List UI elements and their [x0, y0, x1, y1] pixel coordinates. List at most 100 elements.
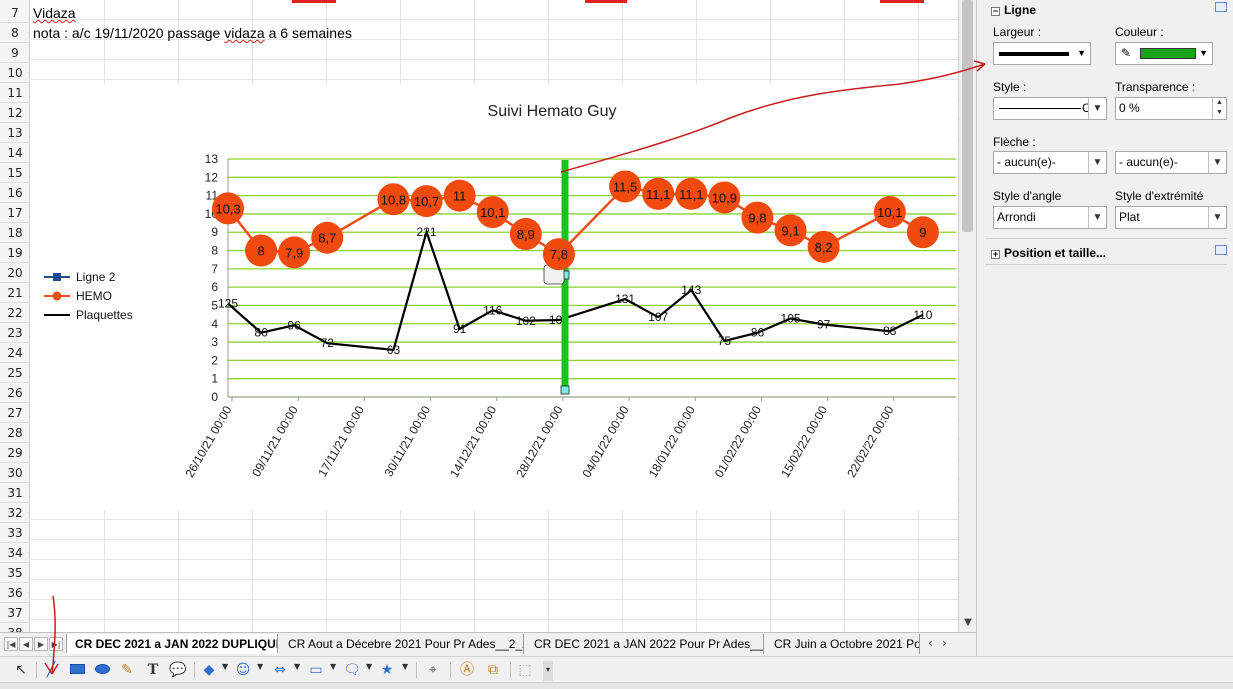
sheet-tab[interactable]: CR Juin a Octobre 2021 Pou: [766, 634, 920, 654]
hemo-data-label: 10,9: [712, 190, 737, 205]
plaquettes-data-label: 221: [417, 225, 437, 239]
fontwork-icon[interactable]: Ⓐ: [460, 662, 474, 678]
cell-a8[interactable]: nota : a/c 19/11/2020 passage vidaza a 6…: [33, 25, 352, 41]
more-options-icon[interactable]: [1215, 2, 1227, 12]
chevron-down-icon[interactable]: ▼: [257, 662, 264, 671]
callout-tool-icon[interactable]: 💬: [169, 662, 187, 678]
tab-scroll-right-icon[interactable]: ›: [942, 636, 947, 650]
row-header[interactable]: 36: [0, 583, 30, 603]
hemo-data-label: 10,1: [480, 205, 505, 220]
fleche-left-dropdown[interactable]: - aucun(e)- ▼: [993, 151, 1107, 174]
chevron-down-icon[interactable]: ▼: [222, 662, 229, 671]
rectangle-tool-icon[interactable]: [68, 661, 86, 679]
stars-icon[interactable]: ★: [380, 662, 394, 678]
next-sheet-button[interactable]: ▶: [34, 637, 48, 651]
row-header[interactable]: 15: [0, 163, 30, 183]
text-tool-icon[interactable]: T: [147, 662, 159, 678]
hemo-point: [807, 230, 840, 263]
hemo-data-label: 8,7: [318, 231, 336, 246]
row-header[interactable]: 24: [0, 343, 30, 363]
select-arrow-icon[interactable]: ↖: [15, 662, 27, 678]
insert-image-icon[interactable]: ⧉: [488, 662, 498, 678]
vertical-scrollbar[interactable]: ▼: [958, 0, 976, 632]
row-header[interactable]: 9: [0, 43, 30, 63]
chevron-down-icon[interactable]: ▼: [402, 662, 409, 671]
scrollbar-thumb[interactable]: [962, 0, 973, 232]
row-header[interactable]: 10: [0, 63, 30, 83]
spreadsheet-area[interactable]: 7 8 9 10 11 12 13 14 15 16 17 18 19 20 21 22 23 24 25 26 27 2…: [0, 0, 958, 632]
chevron-down-icon[interactable]: ▼: [366, 662, 373, 671]
fleche-right-dropdown[interactable]: - aucun(e)- ▼: [1115, 151, 1227, 174]
row-header[interactable]: 12: [0, 103, 30, 123]
hemo-data-label: 8: [257, 244, 264, 259]
toolbar-overflow-icon[interactable]: ▾: [543, 661, 553, 681]
sheet-tab[interactable]: CR Aout a Décebre 2021 Pour Pr Ades__2_2: [280, 634, 524, 654]
row-header[interactable]: 8: [0, 23, 30, 43]
cell-a7[interactable]: Vidaza: [33, 5, 76, 21]
row-header[interactable]: 22: [0, 303, 30, 323]
callouts-icon[interactable]: 🗨: [343, 662, 361, 678]
style-angle-dropdown[interactable]: Arrondi ▼: [993, 206, 1107, 229]
row-header[interactable]: 18: [0, 223, 30, 243]
row-header[interactable]: 19: [0, 243, 30, 263]
row-header[interactable]: 23: [0, 323, 30, 343]
row-header[interactable]: 30: [0, 463, 30, 483]
row-header[interactable]: 31: [0, 483, 30, 503]
hemo-data-label: 8,2: [815, 240, 833, 255]
basic-shapes-icon[interactable]: ◆: [203, 662, 215, 678]
row-header[interactable]: 32: [0, 503, 30, 523]
hemo-point: [377, 183, 410, 216]
flowchart-icon[interactable]: ▭: [309, 662, 323, 678]
freeform-tool-icon[interactable]: ✎: [121, 662, 133, 678]
hemato-chart[interactable]: Suivi Hemato Guy 0 1 2 3 4 5 6 7 8 9 10 11 12 13 26/10/…: [31, 84, 957, 510]
style-dropdown[interactable]: C ▼: [993, 97, 1107, 120]
symbol-shapes-icon[interactable]: ☺: [235, 662, 251, 678]
chevron-down-icon: ▼: [1088, 98, 1106, 119]
style-extremite-dropdown[interactable]: Plat ▼: [1115, 206, 1227, 229]
block-arrows-icon[interactable]: ⇔: [274, 662, 286, 678]
row-header[interactable]: 29: [0, 443, 30, 463]
line-tool-icon[interactable]: ╱: [46, 662, 56, 678]
chart-svg[interactable]: Suivi Hemato Guy01234567891011121326/10/…: [31, 84, 957, 510]
points-icon[interactable]: ⌖: [429, 662, 437, 678]
y-tick-label: 13: [205, 152, 219, 166]
scroll-down-arrow[interactable]: ▼: [964, 617, 972, 628]
plaquettes-data-label: 86: [751, 326, 765, 340]
sheet-tab[interactable]: CR DEC 2021 a JAN 2022 Pour Pr Ades__2: [526, 634, 764, 654]
chevron-down-icon[interactable]: ▼: [330, 662, 337, 671]
last-sheet-button[interactable]: ▶|: [49, 637, 63, 651]
row-header[interactable]: 14: [0, 143, 30, 163]
row-header[interactable]: 34: [0, 543, 30, 563]
row-header[interactable]: 27: [0, 403, 30, 423]
couleur-dropdown[interactable]: ✎ ▼: [1115, 42, 1213, 65]
row-header[interactable]: 11: [0, 83, 30, 103]
row-header[interactable]: 38: [0, 623, 30, 632]
row-header[interactable]: 7: [0, 3, 30, 23]
position-section-header[interactable]: + Position et taille...: [991, 246, 1107, 260]
ligne-section-header[interactable]: − Ligne: [991, 3, 1036, 17]
ellipse-tool-icon[interactable]: [93, 661, 111, 679]
row-header[interactable]: 17: [0, 203, 30, 223]
row-header[interactable]: 25: [0, 363, 30, 383]
first-sheet-button[interactable]: |◀: [4, 637, 18, 651]
transparence-field[interactable]: 0 % ▲ ▼: [1115, 97, 1227, 120]
sheet-tab-active[interactable]: CR DEC 2021 a JAN 2022 DUPLIQUE: [66, 634, 278, 654]
style-angle-value: Arrondi: [997, 210, 1036, 224]
row-header[interactable]: 35: [0, 563, 30, 583]
row-header[interactable]: 37: [0, 603, 30, 623]
largeur-dropdown[interactable]: ▼: [993, 42, 1091, 65]
row-header[interactable]: 20: [0, 263, 30, 283]
hemo-data-label: 7,8: [550, 247, 568, 262]
row-header[interactable]: 13: [0, 123, 30, 143]
transparence-value: 0 %: [1119, 101, 1140, 115]
row-header[interactable]: 26: [0, 383, 30, 403]
row-header[interactable]: 28: [0, 423, 30, 443]
spin-button[interactable]: ▲ ▼: [1212, 98, 1226, 119]
tab-scroll-left-icon[interactable]: ‹: [928, 636, 933, 650]
more-options-icon[interactable]: [1215, 245, 1227, 255]
prev-sheet-button[interactable]: ◀: [19, 637, 33, 651]
chevron-down-icon[interactable]: ▼: [294, 662, 301, 671]
row-header[interactable]: 16: [0, 183, 30, 203]
row-header[interactable]: 33: [0, 523, 30, 543]
row-header[interactable]: 21: [0, 283, 30, 303]
